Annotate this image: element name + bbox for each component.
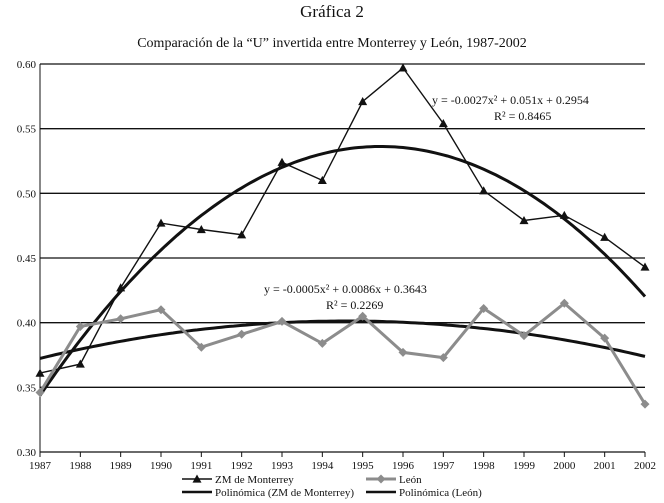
y-tick-label: 0.40: [17, 318, 37, 330]
data-point: [75, 322, 85, 332]
x-tick-label: 1995: [352, 460, 375, 472]
data-point: [438, 118, 448, 128]
data-point: [156, 305, 166, 315]
data-point: [519, 331, 529, 341]
y-tick-label: 0.55: [17, 124, 37, 136]
y-tick-label: 0.30: [17, 447, 37, 459]
trendline-r2: R² = 0.8465: [494, 109, 551, 123]
x-tick-label: 2002: [634, 460, 656, 472]
data-point: [156, 218, 166, 227]
data-point: [35, 388, 45, 398]
axes: 0.30 0.35 0.40 0.45 0.50 0.55 0.60 1987 1988 1989…: [17, 59, 656, 472]
data-point: [398, 63, 408, 72]
data-point: [358, 311, 368, 321]
x-tick-label: 1987: [29, 460, 52, 472]
chart-title: Gráfica 2: [300, 2, 364, 21]
legend-label-monterrey: ZM de Monterrey: [215, 474, 294, 486]
data-point: [317, 175, 327, 184]
trendlines: [38, 145, 647, 397]
trendline-equation: y = -0.0027x² + 0.051x + 0.2954: [432, 93, 589, 107]
data-point: [640, 399, 650, 409]
data-point: [116, 283, 126, 292]
x-tick-label: 2000: [553, 460, 576, 472]
trendline-path: [38, 145, 647, 397]
legend-label-poly-monterrey: Polinómica (ZM de Monterrey): [215, 487, 354, 499]
x-tick-label: 1989: [110, 460, 133, 472]
data-point: [600, 232, 610, 241]
legend-label-poly-leon: Polinómica (León): [399, 487, 482, 499]
x-tick-label: 1997: [432, 460, 455, 472]
x-tick-label: 1994: [311, 460, 334, 472]
y-tick-label: 0.45: [17, 253, 37, 265]
data-point: [116, 314, 126, 324]
data-point: [358, 97, 368, 106]
legend-label-leon: León: [399, 474, 422, 486]
x-tick-label: 1999: [513, 460, 536, 472]
x-tick-label: 1991: [190, 460, 212, 472]
x-tick-label: 2001: [594, 460, 616, 472]
trendline-path: [39, 319, 646, 360]
data-point: [237, 230, 247, 239]
data-point: [35, 368, 45, 377]
x-tick-label: 1990: [150, 460, 173, 472]
data-point: [237, 329, 247, 339]
data-point: [479, 303, 489, 313]
data-point: [600, 333, 610, 343]
x-tick-label: 1996: [392, 460, 415, 472]
chart-subtitle: Comparación de la “U” invertida entre Mo…: [137, 36, 527, 51]
x-tick-label: 1998: [473, 460, 496, 472]
data-point: [398, 347, 408, 357]
data-point: [75, 359, 85, 368]
trendline-r2: R² = 0.2269: [326, 298, 383, 312]
x-tick-label: 1993: [271, 460, 294, 472]
data-point: [277, 157, 287, 166]
data-point: [196, 225, 206, 234]
data-point: [640, 262, 650, 271]
data-point: [559, 298, 569, 308]
data-point: [317, 338, 327, 348]
y-tick-label: 0.60: [17, 59, 37, 71]
series-line: [38, 301, 647, 405]
x-tick-label: 1992: [231, 460, 253, 472]
gridlines: [40, 63, 645, 453]
legend-marker-monterrey: [192, 474, 202, 483]
legend: ZM de Monterrey León Polinómica (ZM de Mon…: [182, 474, 482, 499]
data-point: [196, 342, 206, 352]
y-tick-label: 0.50: [17, 188, 37, 200]
trendline-equations: y = -0.0027x² + 0.051x + 0.2954 R² = 0.84…: [264, 93, 589, 312]
x-tick-label: 1988: [69, 460, 92, 472]
legend-marker-leon: [376, 474, 386, 484]
data-point: [277, 316, 287, 326]
data-point: [559, 210, 569, 219]
y-tick-label: 0.35: [17, 382, 37, 394]
data-series: [35, 63, 650, 409]
data-point: [438, 353, 448, 363]
data-point: [519, 215, 529, 225]
series-line: [39, 66, 646, 374]
data-point: [479, 186, 489, 195]
trendline-equation: y = -0.0005x² + 0.0086x + 0.3643: [264, 282, 427, 296]
